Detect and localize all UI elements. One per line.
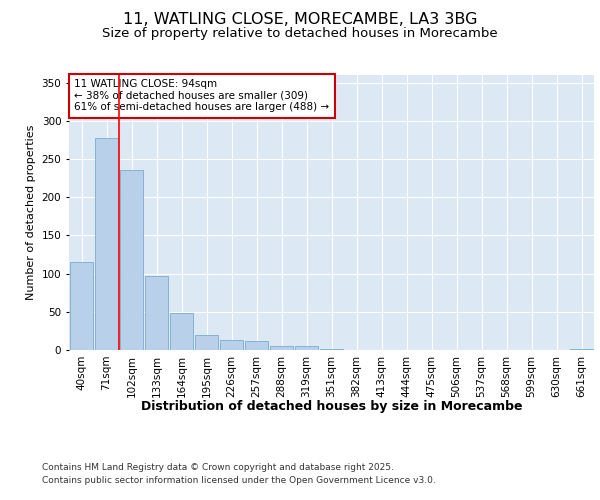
Bar	[320, 349, 343, 350]
Bar	[194, 334, 218, 350]
Bar	[569, 349, 593, 350]
Bar	[119, 170, 143, 350]
Text: Size of property relative to detached houses in Morecambe: Size of property relative to detached ho…	[102, 28, 498, 40]
Text: 11 WATLING CLOSE: 94sqm
← 38% of detached houses are smaller (309)
61% of semi-d: 11 WATLING CLOSE: 94sqm ← 38% of detache…	[74, 79, 329, 112]
Bar	[269, 346, 293, 350]
Bar	[295, 346, 319, 350]
Text: Contains HM Land Registry data © Crown copyright and database right 2025.: Contains HM Land Registry data © Crown c…	[42, 464, 394, 472]
Y-axis label: Number of detached properties: Number of detached properties	[26, 125, 36, 300]
Bar	[145, 276, 169, 350]
Bar	[70, 262, 94, 350]
Text: Contains public sector information licensed under the Open Government Licence v3: Contains public sector information licen…	[42, 476, 436, 485]
Bar	[220, 340, 244, 350]
Bar	[170, 314, 193, 350]
X-axis label: Distribution of detached houses by size in Morecambe: Distribution of detached houses by size …	[141, 400, 522, 413]
Bar	[245, 341, 268, 350]
Text: 11, WATLING CLOSE, MORECAMBE, LA3 3BG: 11, WATLING CLOSE, MORECAMBE, LA3 3BG	[123, 12, 477, 28]
Bar	[95, 138, 118, 350]
